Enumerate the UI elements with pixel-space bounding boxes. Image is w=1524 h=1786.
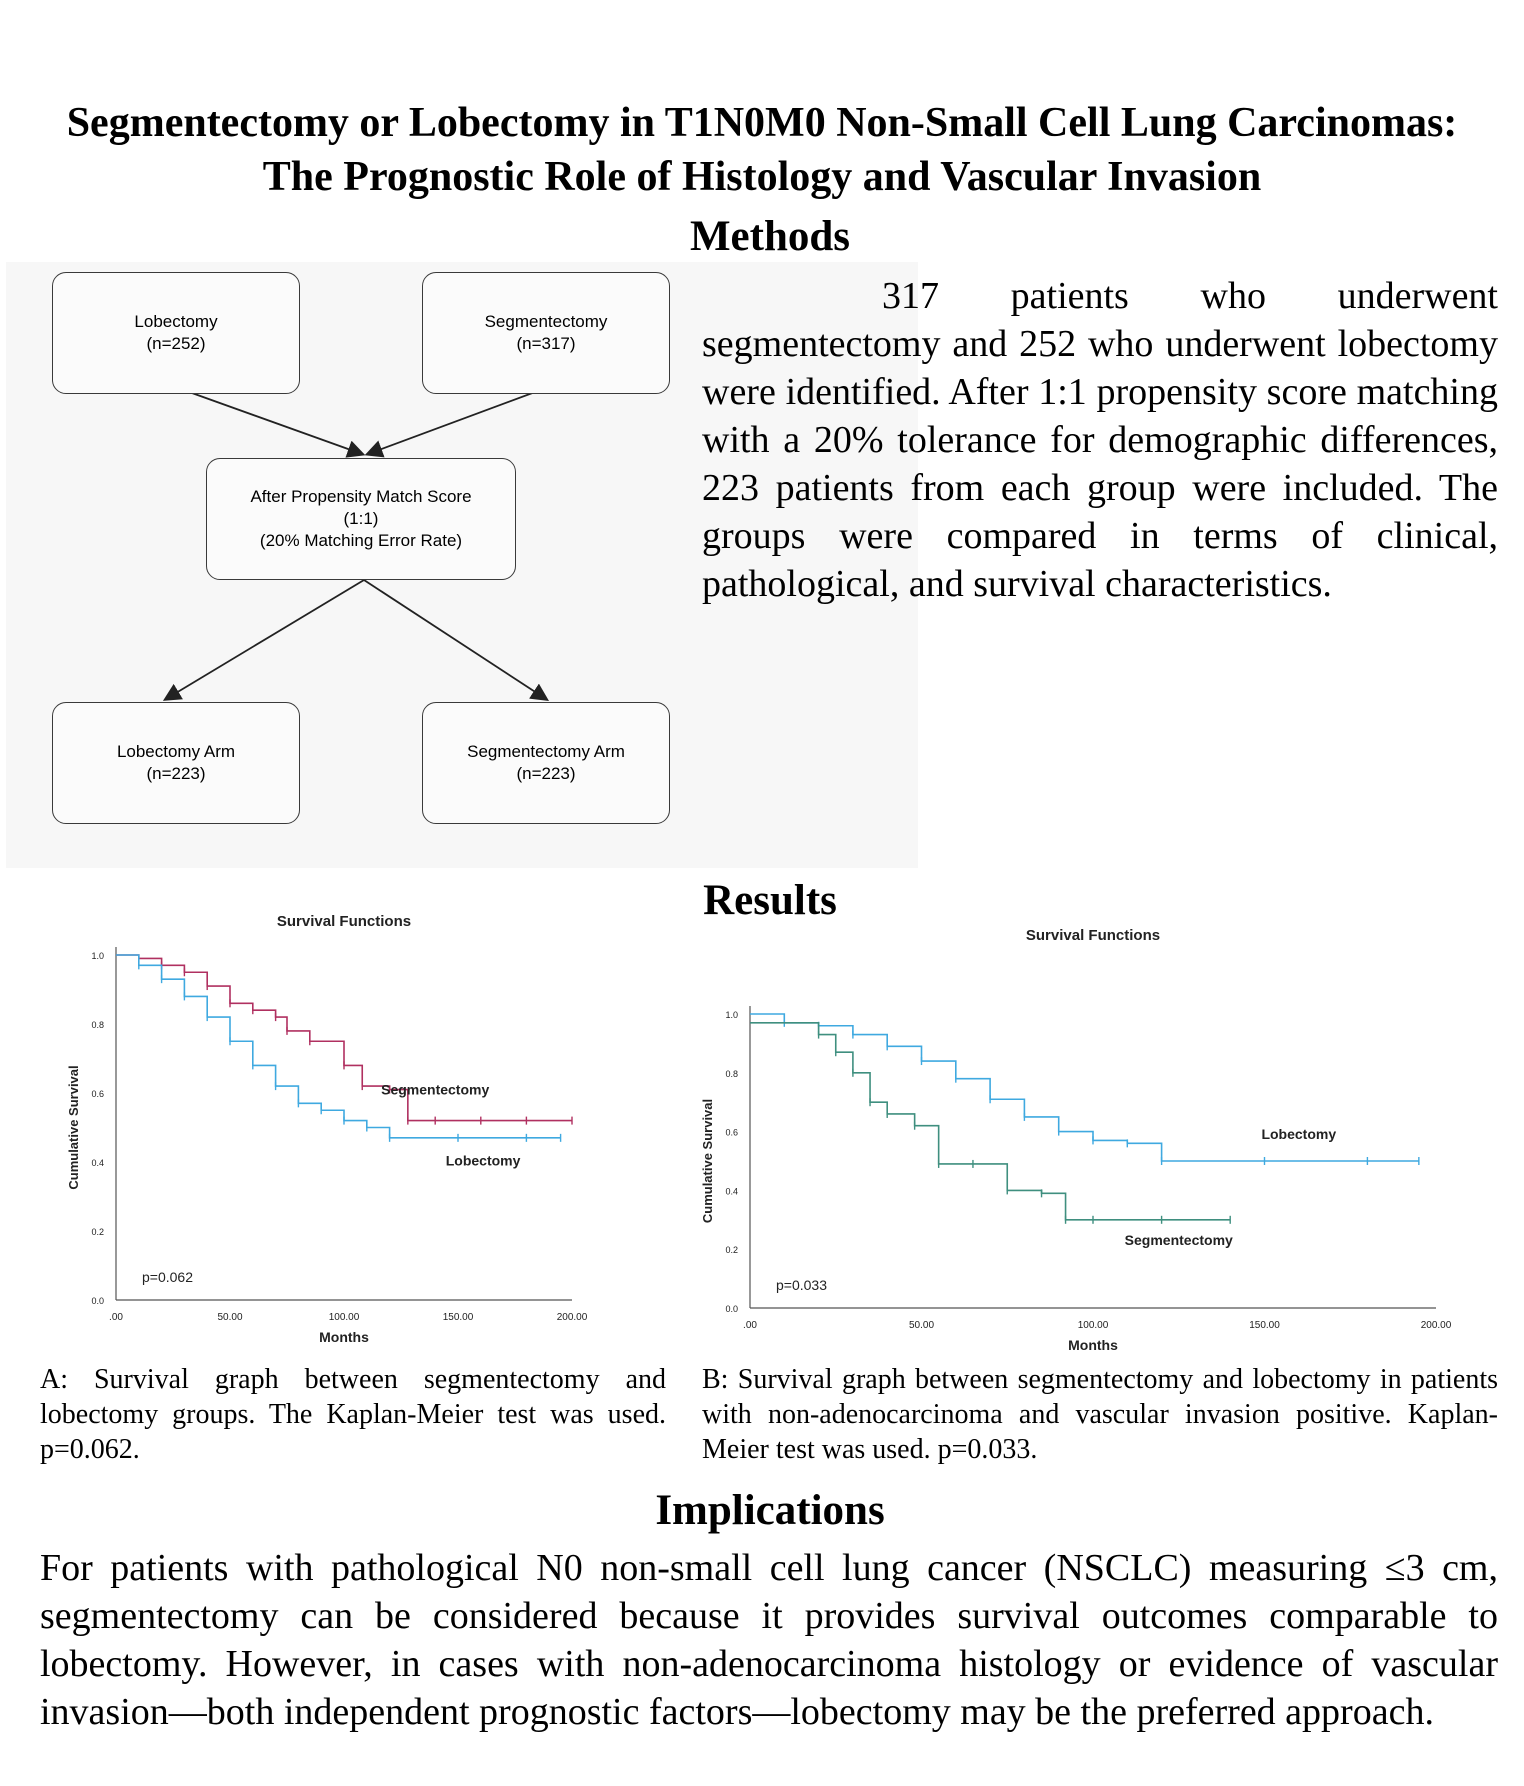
flowchart-arrows (162, 387, 550, 701)
arrow-segmentectomy-to-match (364, 387, 547, 458)
survival-chart-b: Survival Functions .00 50.00 100.00 150.00 20… (696, 916, 1476, 1364)
series-label-lobectomy: Lobectomy (446, 1152, 521, 1168)
x-axis-label: Months (319, 1329, 369, 1345)
flow-box-label: Lobectomy Arm (116, 742, 236, 761)
survival-chart-a: Survival Functions .00 50.00 100.00 150.00 20… (60, 904, 660, 1364)
p-value-annotation: p=0.033 (776, 1277, 827, 1293)
p-value-annotation: p=0.062 (142, 1269, 193, 1285)
flow-box-label: Lobectomy (134, 312, 218, 331)
title-line-1: Segmentectomy or Lobectomy in T1N0M0 Non… (66, 100, 1458, 146)
implications-text: For patients with pathological N0 non-sm… (40, 1544, 1498, 1736)
x-tick-label: 150.00 (443, 1312, 474, 1323)
x-tick-label: 200.00 (1421, 1320, 1452, 1331)
x-tick-label: 200.00 (557, 1312, 588, 1323)
results-heading: Results (703, 877, 837, 924)
title-line-2: The Prognostic Role of Histology and Vas… (262, 154, 1262, 200)
x-tick-label: 100.00 (1078, 1320, 1109, 1331)
caption-b: B: Survival graph between segmentectomy … (702, 1364, 1498, 1465)
flow-box-propensity-match: After Propensity Match Score (1:1) (20% … (206, 458, 516, 580)
x-tick-label: 100.00 (329, 1312, 360, 1323)
flow-box-count: (n=252) (146, 334, 206, 353)
x-axis-label: Months (1068, 1337, 1118, 1353)
poster-title: Segmentectomy or Lobectomy in T1N0M0 Non… (0, 96, 1524, 204)
y-tick-label: 0.6 (91, 1089, 104, 1099)
arrow-match-to-segmentectomy-arm (363, 579, 550, 701)
flow-box-lobectomy-arm: Lobectomy Arm (n=223) (52, 702, 300, 824)
survival-chart-a-svg: Survival Functions .00 50.00 100.00 150.00 20… (66, 913, 588, 1345)
survival-chart-b-svg: Survival Functions .00 50.00 100.00 150.00 20… (700, 927, 1452, 1353)
flow-box-label: Segmentectomy Arm (467, 742, 625, 761)
x-tick-label: .00 (109, 1312, 123, 1323)
study-flowchart: Lobectomy (n=252) Segmentectomy (n=317) … (6, 262, 918, 868)
km-curve-segmentectomy (116, 954, 572, 1122)
y-tick-label: 1.0 (91, 951, 104, 961)
y-tick-label: 0.6 (725, 1128, 738, 1138)
y-tick-label: 0.8 (725, 1069, 738, 1079)
arrow-match-to-lobectomy-arm (162, 579, 365, 701)
y-axis-label: Cumulative Survival (700, 1099, 715, 1223)
y-axis-label: Cumulative Survival (66, 1065, 81, 1189)
series-label-segmentectomy: Segmentectomy (1125, 1232, 1233, 1248)
y-tick-label: 0.4 (725, 1186, 738, 1196)
caption-a: A: Survival graph between segmentectomy … (40, 1364, 666, 1465)
series-label-lobectomy: Lobectomy (1261, 1126, 1336, 1142)
flow-box-lobectomy: Lobectomy (n=252) (52, 272, 300, 394)
flow-box-error-rate: (20% Matching Error Rate) (259, 531, 463, 550)
series-label-segmentectomy: Segmentectomy (381, 1082, 489, 1098)
chart-title: Survival Functions (277, 913, 411, 930)
km-curve-lobectomy (750, 1013, 1419, 1162)
flow-box-count: (n=223) (516, 764, 576, 783)
chart-title: Survival Functions (1026, 927, 1160, 944)
implications-paragraph: For patients with pathological N0 non-sm… (40, 1547, 1498, 1733)
y-tick-label: 0.8 (91, 1020, 104, 1030)
arrow-lobectomy-to-match (177, 387, 366, 458)
y-tick-label: 0.0 (725, 1304, 738, 1314)
methods-heading: Methods (689, 213, 851, 260)
implications-heading: Implications (655, 1487, 885, 1534)
y-tick-label: 0.4 (91, 1158, 104, 1168)
methods-paragraph: 317 patients who underwent segmentectomy… (702, 275, 1498, 605)
flow-box-segmentectomy-arm: Segmentectomy Arm (n=223) (422, 702, 670, 824)
y-tick-label: 0.2 (725, 1245, 738, 1255)
flow-box-label: After Propensity Match Score (250, 487, 472, 506)
x-tick-label: 50.00 (217, 1312, 242, 1323)
y-tick-label: 0.0 (91, 1296, 104, 1306)
x-tick-label: 50.00 (909, 1320, 934, 1331)
y-tick-label: 1.0 (725, 1010, 738, 1020)
flow-box-count: (n=223) (146, 764, 206, 783)
flow-box-label: Segmentectomy (484, 312, 608, 331)
x-tick-label: .00 (743, 1320, 757, 1331)
flow-box-segmentectomy: Segmentectomy (n=317) (422, 272, 670, 394)
flow-box-ratio: (1:1) (343, 509, 379, 528)
km-curve-segmentectomy (750, 1022, 1231, 1221)
x-tick-label: 150.00 (1249, 1320, 1280, 1331)
km-curve-lobectomy (116, 954, 561, 1139)
flow-box-count: (n=317) (516, 334, 576, 353)
y-tick-label: 0.2 (91, 1227, 104, 1237)
methods-text: 317 patients who underwent segmentectomy… (702, 272, 1498, 608)
